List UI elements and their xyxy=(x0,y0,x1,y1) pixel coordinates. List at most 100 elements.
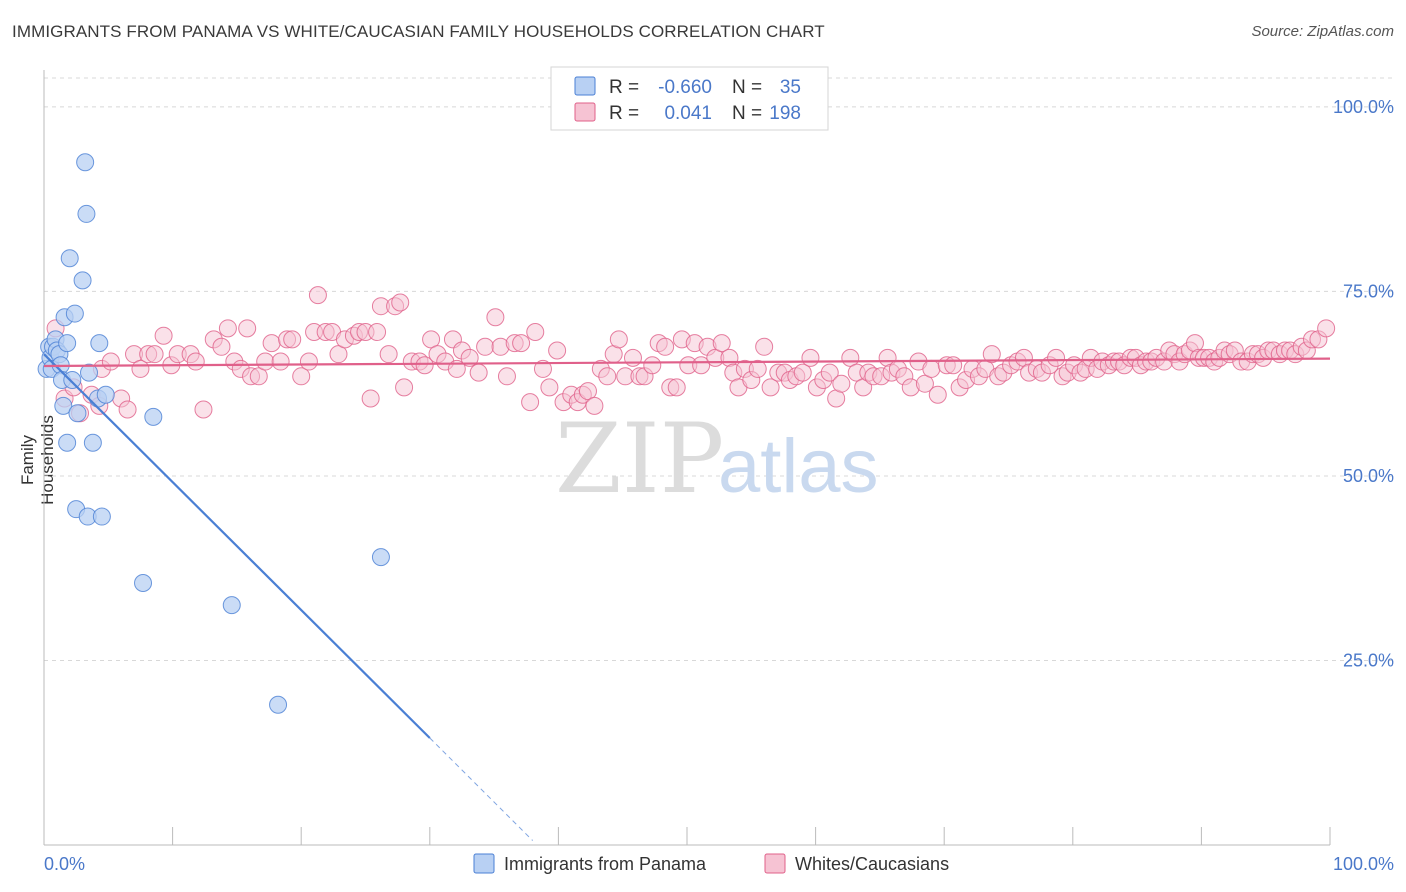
y-tick-label: 50.0% xyxy=(1343,466,1394,486)
point-panama xyxy=(65,304,84,323)
point-whites xyxy=(415,356,434,375)
point-panama xyxy=(54,396,73,415)
point-whites xyxy=(720,348,739,367)
point-whites xyxy=(832,374,851,393)
point-whites xyxy=(623,348,642,367)
point-whites xyxy=(922,359,941,378)
point-whites xyxy=(521,393,540,412)
legend-r-value: 0.041 xyxy=(664,103,712,124)
series-legend-label: Whites/Caucasians xyxy=(795,854,949,874)
point-panama xyxy=(92,507,111,526)
trend-lines xyxy=(43,353,1331,841)
point-whites xyxy=(476,337,495,356)
point-whites xyxy=(299,352,318,371)
point-whites xyxy=(548,341,567,360)
watermark: ZIP atlas xyxy=(555,403,879,515)
point-whites xyxy=(391,293,410,312)
point-whites xyxy=(944,356,963,375)
legend-r-label: R = xyxy=(609,103,639,124)
point-whites xyxy=(512,334,531,353)
point-whites xyxy=(218,319,237,338)
trend-extension-panama xyxy=(429,737,534,841)
point-panama xyxy=(269,695,288,714)
point-whites xyxy=(238,319,257,338)
legend-n-label: N = xyxy=(732,77,762,98)
point-whites xyxy=(368,323,387,342)
point-whites xyxy=(271,352,290,371)
series-legend: Immigrants from Panama Whites/Caucasians xyxy=(473,853,949,874)
point-whites xyxy=(820,363,839,382)
point-whites xyxy=(361,389,380,408)
legend-frame xyxy=(550,66,829,131)
stats-legend: R = -0.660 N = 35 R = 0.041 N = 198 xyxy=(550,66,829,131)
source-credit: Source: ZipAtlas.com xyxy=(1251,23,1394,40)
point-whites xyxy=(292,367,311,386)
watermark-zip: ZIP xyxy=(555,403,724,515)
watermark-atlas: atlas xyxy=(718,424,879,509)
point-whites xyxy=(154,326,173,345)
point-whites xyxy=(379,345,398,364)
point-whites xyxy=(101,352,120,371)
point-panama xyxy=(58,334,77,353)
point-whites xyxy=(712,334,731,353)
point-whites xyxy=(145,345,164,364)
point-panama xyxy=(222,596,241,615)
point-whites xyxy=(283,330,302,349)
point-whites xyxy=(212,337,231,356)
point-whites xyxy=(308,286,327,305)
trend-line-panama xyxy=(43,353,431,739)
y-tick-label: 100.0% xyxy=(1333,97,1394,117)
point-whites xyxy=(585,396,604,415)
series-legend-swatch xyxy=(473,853,495,874)
point-whites xyxy=(262,334,281,353)
point-whites xyxy=(793,363,812,382)
point-whites xyxy=(1185,334,1204,353)
y-tick-label: 25.0% xyxy=(1343,650,1394,670)
point-whites xyxy=(667,378,686,397)
point-whites xyxy=(533,359,552,378)
point-whites xyxy=(692,356,711,375)
legend-r-value: -0.660 xyxy=(658,77,712,98)
point-whites xyxy=(761,378,780,397)
axes xyxy=(43,70,1331,846)
series-panama-points xyxy=(37,153,390,714)
point-panama xyxy=(80,363,99,382)
point-panama xyxy=(68,404,87,423)
point-panama xyxy=(83,433,102,452)
point-whites xyxy=(609,330,628,349)
trend-line-whites xyxy=(43,357,1331,368)
point-whites xyxy=(486,308,505,327)
x-tick-label: 100.0% xyxy=(1333,854,1394,874)
point-whites xyxy=(526,323,545,342)
point-whites xyxy=(928,385,947,404)
point-whites xyxy=(469,363,488,382)
point-whites xyxy=(1317,319,1336,338)
y-tick-label: 75.0% xyxy=(1343,281,1394,301)
point-panama xyxy=(58,433,77,452)
point-whites xyxy=(540,378,559,397)
point-panama xyxy=(371,548,390,567)
legend-n-value: 198 xyxy=(769,103,801,124)
point-whites xyxy=(497,367,516,386)
legend-swatch xyxy=(574,76,596,96)
point-panama xyxy=(134,573,153,592)
tick-labels: 25.0% 50.0% 75.0% 100.0% 0.0% 100.0% xyxy=(44,97,1394,874)
series-legend-label: Immigrants from Panama xyxy=(504,854,707,874)
point-panama xyxy=(96,385,115,404)
legend-n-label: N = xyxy=(732,103,762,124)
point-panama xyxy=(63,371,82,389)
point-panama xyxy=(90,334,109,353)
point-whites xyxy=(186,352,205,371)
legend-swatch xyxy=(574,102,596,122)
point-whites xyxy=(1047,348,1066,367)
point-panama xyxy=(76,153,95,172)
point-whites xyxy=(656,337,675,356)
point-whites xyxy=(194,400,213,419)
point-whites xyxy=(643,356,662,375)
legend-n-value: 35 xyxy=(780,77,801,98)
point-whites xyxy=(748,359,767,378)
chart-title: IMMIGRANTS FROM PANAMA VS WHITE/CAUCASIA… xyxy=(12,22,825,41)
point-whites xyxy=(982,345,1001,364)
point-panama xyxy=(77,204,96,223)
